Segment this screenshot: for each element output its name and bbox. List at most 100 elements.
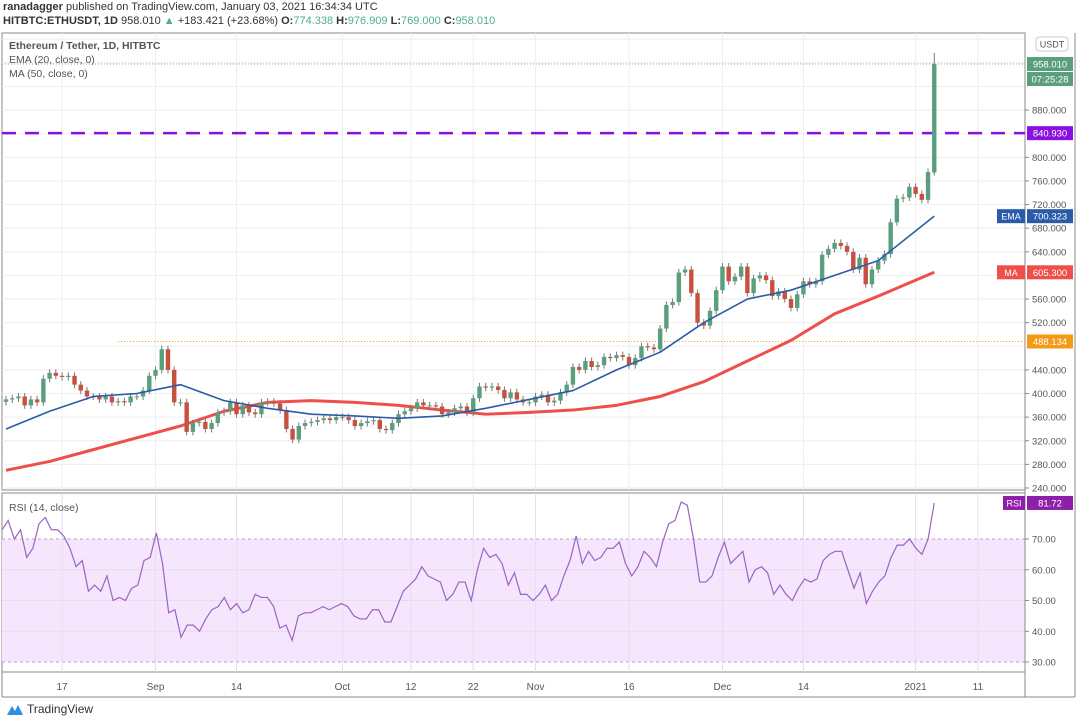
candle-down bbox=[34, 399, 40, 403]
time-axis-label: 12 bbox=[405, 682, 417, 693]
rsi-axis-label: 70.00 bbox=[1032, 535, 1056, 546]
candle-down bbox=[433, 405, 439, 407]
candle-up bbox=[190, 423, 196, 432]
price-axis-label: 680.000 bbox=[1032, 224, 1066, 235]
candle-up bbox=[414, 402, 420, 409]
candle-up bbox=[614, 355, 619, 359]
time-axis-label: Nov bbox=[527, 682, 545, 693]
candle-down bbox=[689, 269, 694, 294]
level-badge bbox=[1027, 126, 1073, 141]
candle-down bbox=[246, 405, 252, 413]
candle-up bbox=[832, 242, 837, 249]
candle-up bbox=[564, 384, 569, 393]
candle-up bbox=[446, 412, 451, 415]
rsi-axis-label: 50.00 bbox=[1032, 596, 1056, 607]
candle-up bbox=[527, 402, 532, 404]
level-badge bbox=[1027, 57, 1073, 72]
indicator-badge-text: 700.323 bbox=[1033, 212, 1067, 223]
legend-title: Ethereum / Tether, 1D, HITBTC bbox=[9, 40, 161, 52]
candle-down bbox=[352, 420, 358, 426]
candle-down bbox=[576, 366, 582, 370]
candle-up bbox=[714, 290, 719, 311]
candle-down bbox=[421, 402, 426, 406]
price-axis-label: 320.000 bbox=[1032, 436, 1066, 447]
candle-up bbox=[932, 64, 937, 173]
rsi-axis-label: 40.00 bbox=[1032, 627, 1056, 638]
currency-label: USDT bbox=[1040, 40, 1065, 50]
price-axis-label: 280.000 bbox=[1032, 460, 1066, 471]
candle-up bbox=[309, 421, 314, 424]
tradingview-logo[interactable]: TradingView bbox=[6, 702, 93, 716]
publisher-name[interactable]: ranadagger bbox=[3, 1, 63, 13]
candle-up bbox=[115, 401, 121, 403]
candle-down bbox=[726, 266, 731, 282]
candle-down bbox=[763, 275, 769, 281]
candle-down bbox=[770, 280, 775, 297]
candle-up bbox=[558, 392, 563, 401]
candle-down bbox=[514, 392, 520, 400]
candle-up bbox=[28, 399, 34, 406]
candle-up bbox=[228, 402, 233, 412]
candle-down bbox=[545, 394, 551, 403]
time-axis-label: 14 bbox=[798, 682, 810, 693]
candle-up bbox=[813, 281, 819, 285]
symbol-info: HITBTC:ETHUSDT, 1D 958.010 ▲ +183.421 (+… bbox=[3, 15, 495, 27]
candle-down bbox=[53, 372, 59, 376]
candle-up bbox=[670, 301, 675, 305]
candle-up bbox=[819, 254, 825, 282]
candle-down bbox=[122, 401, 127, 403]
candle-up bbox=[477, 386, 482, 399]
time-axis-label: Oct bbox=[335, 682, 351, 693]
legend-ema[interactable]: EMA (20, close, 0) bbox=[9, 54, 95, 66]
candle-down bbox=[645, 346, 650, 348]
candle-down bbox=[483, 386, 488, 388]
candle-up bbox=[732, 276, 738, 282]
candle-down bbox=[346, 417, 351, 421]
price-axis-label: 800.000 bbox=[1032, 153, 1066, 164]
close-label: C: bbox=[443, 15, 456, 27]
time-axis-label: Dec bbox=[714, 682, 732, 693]
candle-up bbox=[682, 269, 688, 273]
legend-rsi[interactable]: RSI (14, close) bbox=[9, 502, 79, 514]
candle-up bbox=[595, 365, 601, 367]
candle-up bbox=[159, 349, 164, 370]
low-label: L: bbox=[390, 15, 401, 27]
time-axis-label: 11 bbox=[973, 682, 984, 693]
candle-up bbox=[907, 186, 912, 198]
legend-ma[interactable]: MA (50, close, 0) bbox=[9, 68, 88, 80]
candle-up bbox=[826, 248, 831, 255]
price-axis-label: 720.000 bbox=[1032, 200, 1066, 211]
time-axis-label: 22 bbox=[468, 682, 480, 693]
candle-up bbox=[140, 390, 146, 397]
candle-up bbox=[857, 257, 862, 270]
candle-up bbox=[427, 405, 432, 407]
level-badge-text: 840.930 bbox=[1033, 129, 1067, 140]
candle-up bbox=[302, 423, 308, 426]
candle-down bbox=[589, 361, 594, 367]
candle-up bbox=[876, 260, 881, 270]
candle-up bbox=[296, 425, 302, 440]
candle-up bbox=[458, 406, 463, 409]
candle-up bbox=[720, 266, 725, 291]
candle-up bbox=[707, 310, 713, 326]
candle-up bbox=[408, 408, 414, 412]
candle-down bbox=[502, 389, 507, 399]
level-badge bbox=[1027, 334, 1073, 349]
countdown-badge-text: 07:25:28 bbox=[1032, 75, 1069, 86]
last-price: 958.010 bbox=[120, 15, 161, 27]
candle-up bbox=[471, 398, 476, 413]
candle-down bbox=[109, 396, 115, 403]
candle-down bbox=[78, 384, 83, 391]
up-arrow-icon: ▲ bbox=[163, 15, 175, 27]
candle-up bbox=[570, 366, 576, 385]
level-badge-text: 488.134 bbox=[1033, 337, 1067, 348]
candle-up bbox=[452, 408, 457, 413]
candle-down bbox=[203, 421, 208, 429]
candle-down bbox=[284, 410, 289, 429]
indicator-name-badge bbox=[997, 265, 1025, 280]
candle-up bbox=[153, 369, 158, 376]
time-axis-label: 14 bbox=[231, 682, 243, 693]
candle-up bbox=[664, 304, 669, 329]
candle-up bbox=[738, 266, 744, 277]
